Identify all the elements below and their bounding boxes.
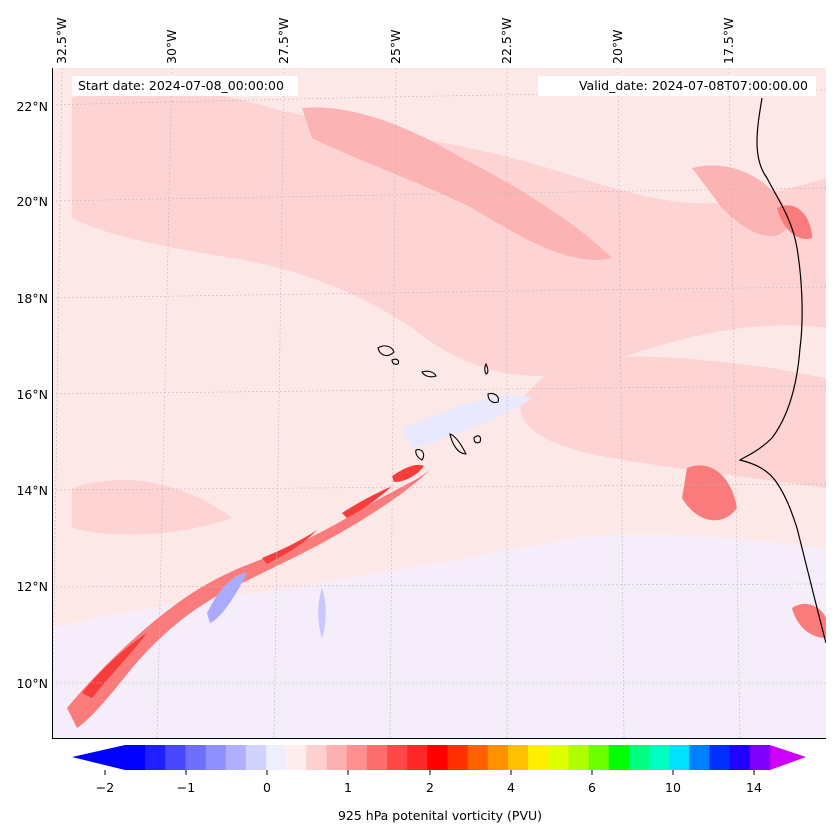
colorbar-segment: [225, 745, 247, 770]
colorbar-tick-label: 6: [588, 780, 596, 795]
colorbar-segment: [467, 745, 489, 770]
colorbar-segment: [729, 745, 751, 770]
colorbar-segment: [709, 745, 731, 770]
cape-verde-islands: [377, 345, 499, 461]
field-blue-patch: [207, 573, 247, 623]
colorbar-segment: [568, 745, 590, 770]
colorbar-segment: [286, 745, 307, 770]
field-blue-light-south: [52, 533, 826, 739]
field-red-core-tip: [392, 464, 424, 482]
lat-label-12n: 12°N: [16, 579, 48, 594]
field-blue-light-central: [402, 395, 532, 448]
colorbar-segment: [185, 745, 207, 770]
colorbar-tick-label: 14: [746, 780, 762, 795]
colorbar-tick-label: 2: [426, 780, 434, 795]
colorbar-tick-label: 1: [344, 780, 352, 795]
start-date-label: Start date: 2024-07-08_00:00:00: [72, 76, 298, 96]
lat-label-22n: 22°N: [16, 99, 48, 114]
colorbar-segment: [689, 745, 711, 770]
colorbar-segment: [165, 745, 186, 770]
field-blue-patch-small: [318, 588, 326, 638]
colorbar-segment: [507, 745, 529, 770]
colorbar-segment: [548, 745, 569, 770]
field-pink-band-north: [302, 107, 612, 260]
graticule: [52, 68, 826, 739]
colorbar-label: 925 hPa potenital vorticity (PVU): [337, 808, 543, 823]
colorbar-tick-label: 0: [263, 780, 271, 795]
colorbar-segment: [528, 745, 549, 770]
field-red-core-mid: [262, 530, 317, 564]
axis-bottom: [52, 738, 826, 739]
colorbar-segment: [306, 745, 328, 770]
colorbar-segment: [487, 745, 509, 770]
colorbar-segment: [387, 745, 408, 770]
africa-coastline: [738, 97, 826, 644]
colorbar-ticks: [104, 770, 755, 775]
colorbar-segment: [608, 745, 630, 770]
field-red-filament: [67, 468, 432, 728]
colorbar-under-arrow: [72, 745, 125, 770]
colorbar-over-arrow: [770, 745, 806, 770]
colorbar-segment: [205, 745, 227, 770]
lat-label-10n: 10°N: [16, 676, 48, 691]
colorbar-segment: [427, 745, 448, 770]
colorbar-segment: [145, 745, 166, 770]
colorbar-segment: [588, 745, 610, 770]
lon-label-20w: 20°W: [610, 29, 625, 64]
lat-label-18n: 18°N: [16, 291, 48, 306]
field-light-band-north: [72, 87, 826, 376]
colorbar-segment: [628, 745, 650, 770]
colorbar-segment: [245, 745, 267, 770]
lat-label-20n: 20°N: [16, 194, 48, 209]
field-pink-patch-coast: [692, 165, 792, 237]
field-red-patch-se: [792, 603, 826, 638]
lon-label-32-5w: 32.5°W: [54, 17, 69, 64]
pv-field-map: [52, 68, 826, 739]
field-red-patch-east: [682, 465, 737, 521]
colorbar-segment: [649, 745, 670, 770]
colorbar-segment: [749, 745, 771, 770]
lon-label-17-5w: 17.5°W: [721, 17, 736, 64]
lat-label-14n: 14°N: [16, 483, 48, 498]
colorbar-segment: [346, 745, 368, 770]
lat-label-16n: 16°N: [16, 387, 48, 402]
colorbar-segment: [326, 745, 348, 770]
colorbar-tick-label: 4: [507, 780, 515, 795]
lon-label-30w: 30°W: [164, 29, 179, 64]
colorbar-segment: [447, 745, 469, 770]
lon-label-27-5w: 27.5°W: [276, 17, 291, 64]
colorbar-segment: [125, 745, 146, 770]
colorbar-segment: [669, 745, 690, 770]
colorbar-tick-label: −1: [176, 780, 196, 795]
colorbar-tick-label: 10: [665, 780, 681, 795]
lon-label-22-5w: 22.5°W: [499, 17, 514, 64]
field-red-core-ne: [342, 486, 392, 518]
colorbar-segment: [407, 745, 428, 770]
colorbar-tick-label: −2: [95, 780, 115, 795]
valid-date-label: Valid_date: 2024-07-08T07:00:00.00: [538, 76, 816, 96]
field-light-patch-west: [72, 479, 232, 535]
colorbar-segment: [366, 745, 388, 770]
map-plot-area: [52, 68, 826, 739]
colorbar-segments: [125, 745, 771, 770]
colorbar-segment: [266, 745, 287, 770]
field-red-core-sw: [82, 633, 147, 698]
lon-label-25w: 25°W: [388, 29, 403, 64]
axis-left: [52, 68, 53, 739]
